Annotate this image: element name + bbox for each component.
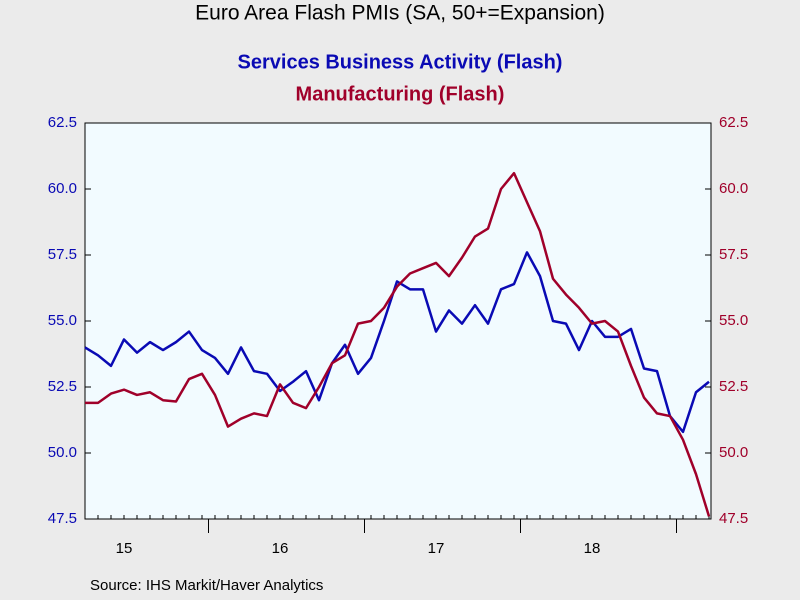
y-tick-label: 60.0 — [48, 180, 77, 197]
y-tick-label: 47.5 — [719, 510, 748, 527]
series-line — [84, 251, 710, 434]
y-tick-label: 52.5 — [719, 378, 748, 395]
chart-title: Euro Area Flash PMIs (SA, 50+=Expansion) — [195, 2, 605, 25]
x-tick-label: 16 — [272, 540, 289, 557]
series-line — [85, 171, 711, 517]
source: Source: IHS Markit/Haver Analytics — [90, 577, 323, 594]
legend-label: Manufacturing (Flash) — [296, 83, 505, 105]
y-tick-label: 57.5 — [719, 246, 748, 263]
y-tick-label: 50.0 — [719, 444, 748, 461]
y-tick-label: 62.5 — [48, 114, 77, 131]
y-tick-label: 47.5 — [48, 510, 77, 527]
legend-label: Services Business Activity (Flash) — [238, 51, 563, 73]
y-tick-label: 57.5 — [48, 246, 77, 263]
y-tick-label: 55.0 — [719, 312, 748, 329]
y-tick-label: 62.5 — [719, 114, 748, 131]
plot-area — [84, 122, 712, 520]
x-tick-label: 18 — [584, 540, 601, 557]
y-tick-label: 52.5 — [48, 378, 77, 395]
y-tick-label: 60.0 — [719, 180, 748, 197]
x-tick-label: 17 — [428, 540, 445, 557]
y-tick-label: 55.0 — [48, 312, 77, 329]
y-tick-label: 50.0 — [48, 444, 77, 461]
x-tick-label: 15 — [116, 540, 133, 557]
